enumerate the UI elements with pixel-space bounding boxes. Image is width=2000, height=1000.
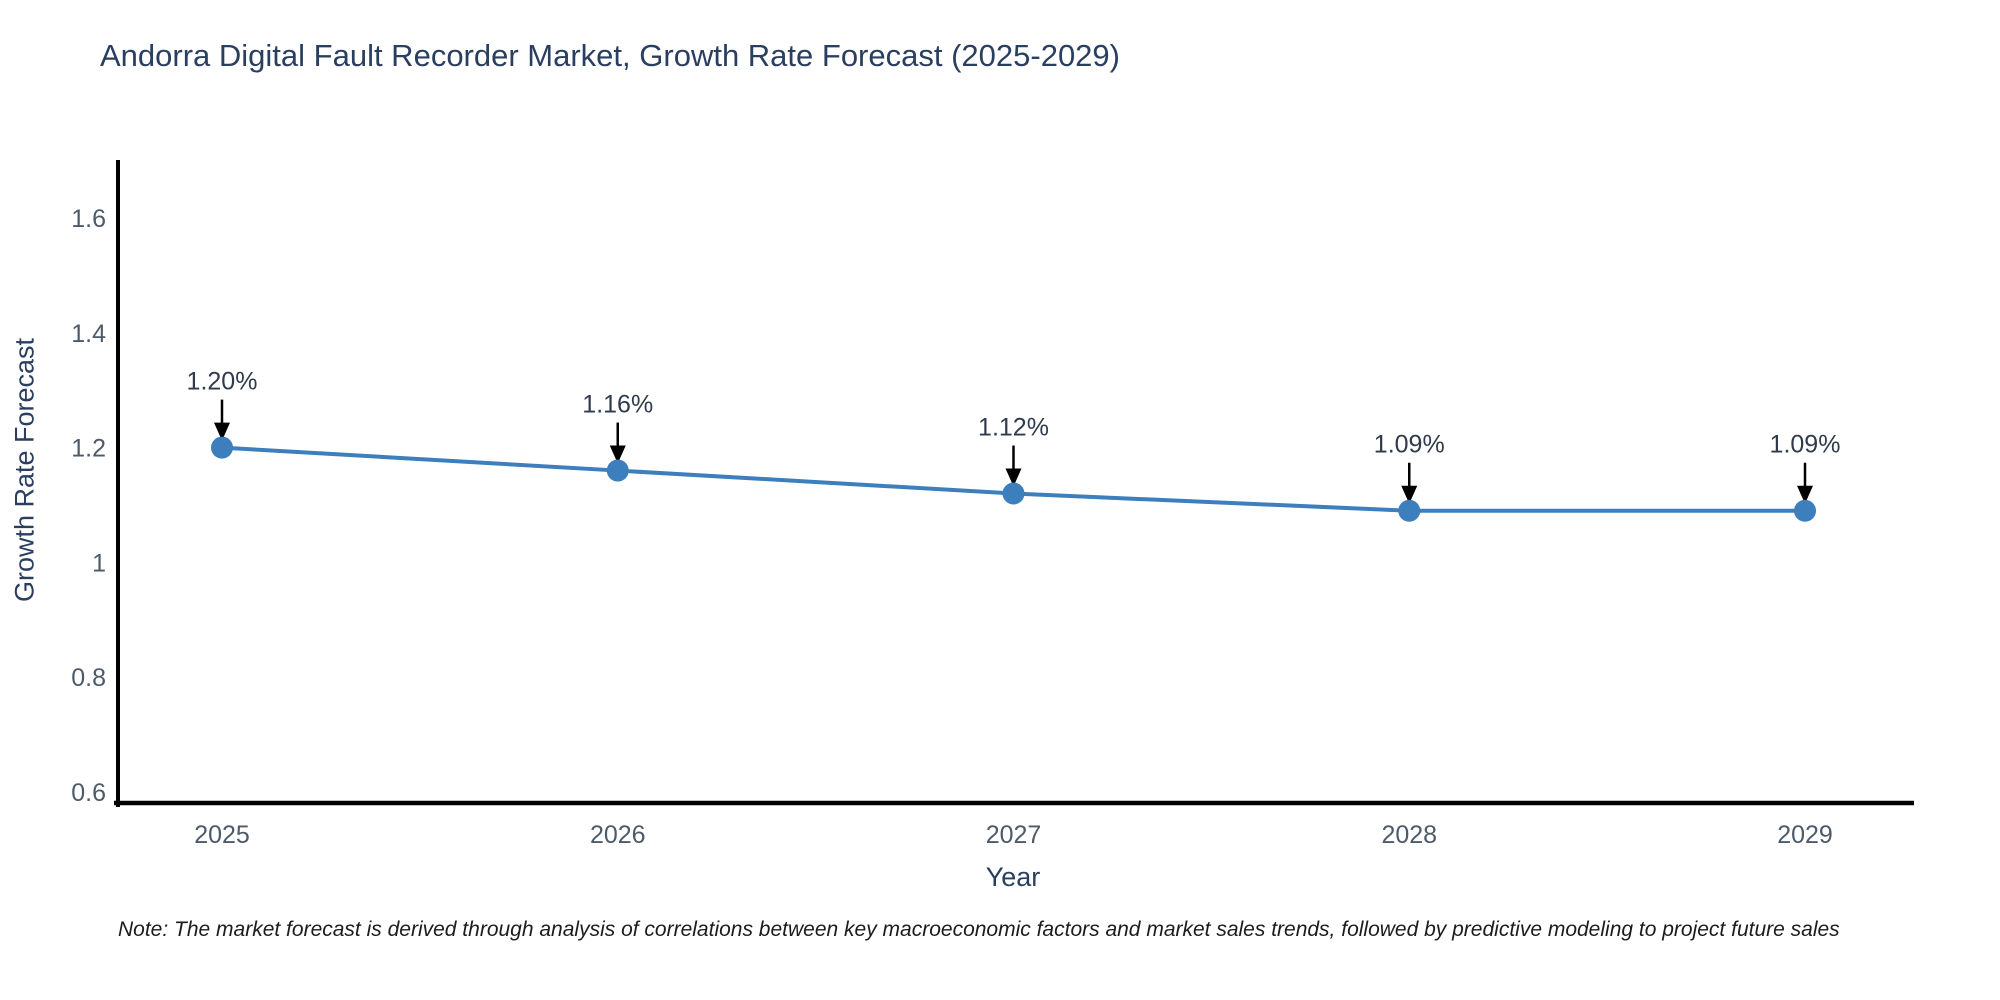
y-tick-label: 1.2 xyxy=(71,435,106,463)
y-tick-label: 0.8 xyxy=(71,664,106,692)
y-tick-label: 1.6 xyxy=(71,205,106,233)
annotation-arrow-head xyxy=(214,422,230,441)
data-point-marker xyxy=(1398,499,1421,522)
annotation-arrow-head xyxy=(1401,485,1418,504)
data-point-marker xyxy=(606,459,629,482)
annotation-arrow-head xyxy=(1005,468,1022,487)
y-tick-label: 1 xyxy=(92,549,106,577)
x-tick-label: 2025 xyxy=(194,821,250,849)
data-point-marker xyxy=(1794,499,1816,522)
annotation-arrow-head xyxy=(609,445,626,464)
x-tick-label: 2028 xyxy=(1381,821,1437,849)
data-point-label: 1.20% xyxy=(187,368,258,396)
y-tick-label: 0.6 xyxy=(71,779,106,807)
data-point-label: 1.09% xyxy=(1374,431,1445,459)
data-point-marker xyxy=(211,436,233,459)
x-axis-title: Year xyxy=(985,862,1041,892)
x-tick-label: 2029 xyxy=(1777,821,1833,849)
data-point-label: 1.09% xyxy=(1770,431,1841,459)
data-point-label: 1.12% xyxy=(978,414,1049,442)
y-tick-label: 1.4 xyxy=(71,320,106,348)
data-point-label: 1.16% xyxy=(582,391,653,419)
data-point-marker xyxy=(1002,482,1025,505)
chart-title: Andorra Digital Fault Recorder Market, G… xyxy=(100,38,1120,73)
footnote: Note: The market forecast is derived thr… xyxy=(118,918,1840,941)
x-tick-label: 2026 xyxy=(590,821,646,849)
annotation-arrow-head xyxy=(1797,485,1813,504)
x-tick-label: 2027 xyxy=(986,821,1042,849)
